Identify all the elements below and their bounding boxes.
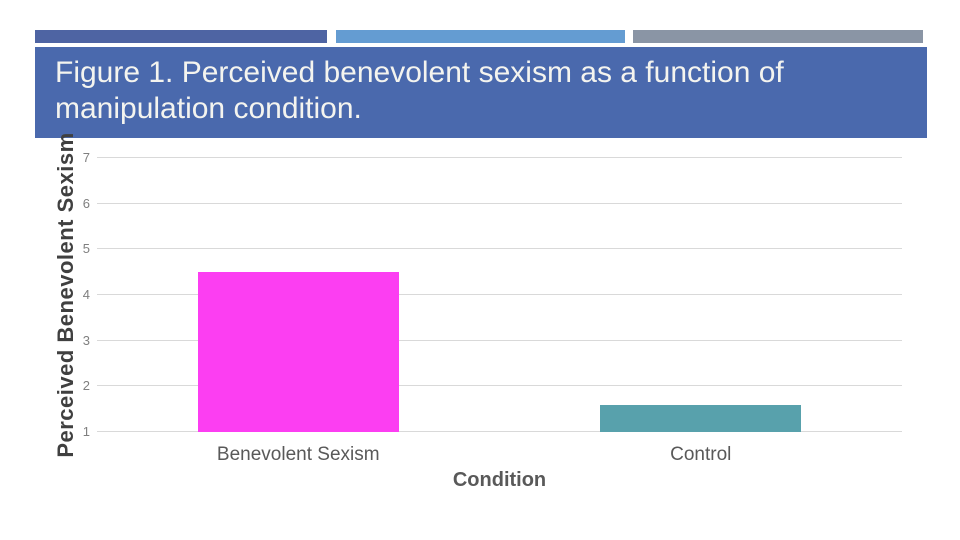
plot-area xyxy=(97,157,902,432)
y-tick-label-2: 2 xyxy=(82,378,90,394)
y-tick-label-3: 3 xyxy=(82,332,90,348)
y-tick-label-4: 4 xyxy=(82,287,90,302)
y-tick-label-1: 1 xyxy=(82,424,90,439)
deco-bar-middle xyxy=(336,30,625,43)
category-label-control: Control xyxy=(670,444,732,465)
title-banner: Figure 1. Perceived benevolent sexism as… xyxy=(35,47,927,138)
y-tick-label-5: 5 xyxy=(82,241,90,257)
y-tick-label-6: 6 xyxy=(82,195,90,211)
deco-bar-right xyxy=(633,30,923,43)
gridline-1 xyxy=(97,431,902,432)
x-axis-title: Condition xyxy=(452,469,547,491)
x-axis-category-labels: Benevolent Sexism Control xyxy=(97,444,902,466)
bar-benevolent-sexism xyxy=(197,272,399,432)
slide-title: Figure 1. Perceived benevolent sexism as… xyxy=(55,56,784,125)
gridline-7 xyxy=(97,157,902,158)
bar-control xyxy=(600,405,802,432)
y-axis-tick-labels: 1 2 3 4 5 6 7 xyxy=(68,150,90,439)
category-label-benevolent-sexism: Benevolent Sexism xyxy=(216,444,380,465)
y-tick-label-7: 7 xyxy=(82,150,90,165)
deco-bar-left xyxy=(35,30,327,43)
gridline-5 xyxy=(97,248,902,249)
gridline-6 xyxy=(97,203,902,204)
gridline-4 xyxy=(97,294,902,295)
gridline-2 xyxy=(97,385,902,386)
gridline-3 xyxy=(97,340,902,341)
